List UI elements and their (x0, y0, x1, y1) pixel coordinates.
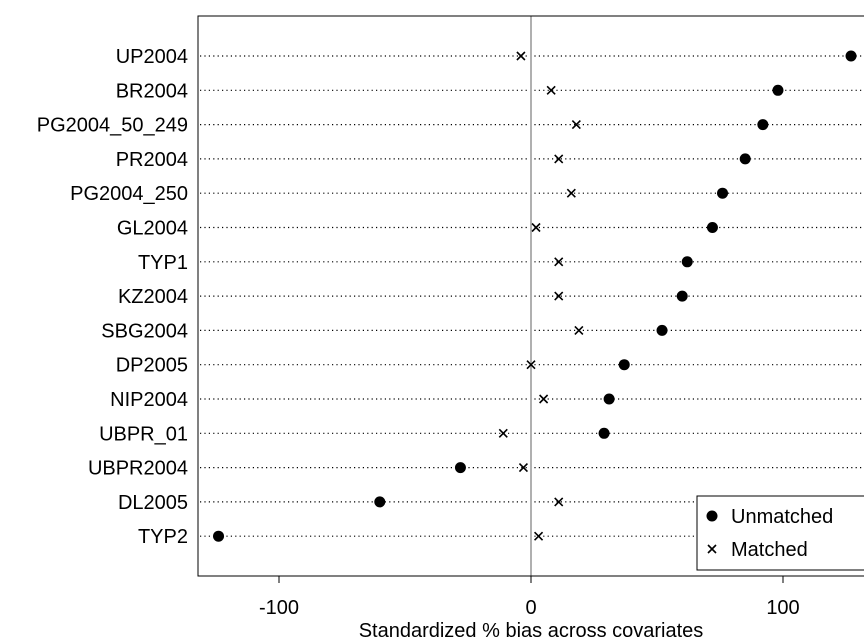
category-label: UBPR2004 (88, 458, 188, 480)
category-label: KZ2004 (118, 286, 188, 308)
category-label: PR2004 (116, 149, 188, 171)
matched-point (526, 360, 536, 370)
unmatched-point (772, 84, 784, 96)
matched-point (554, 154, 564, 164)
category-label: UP2004 (116, 46, 188, 68)
matched-point (546, 85, 556, 95)
legend: Unmatched Matched (696, 495, 864, 571)
legend-label-unmatched: Unmatched (731, 506, 833, 528)
matched-point (574, 325, 584, 335)
matched-point (516, 51, 526, 61)
category-label: BR2004 (116, 80, 188, 102)
matched-point (566, 188, 576, 198)
x-axis-title: Standardized % bias across covariates (359, 620, 704, 639)
matched-point (531, 222, 541, 233)
matched-point (554, 497, 564, 507)
legend-box (696, 495, 864, 571)
matched-point (533, 531, 544, 541)
unmatched-point (656, 324, 668, 336)
category-label: UBPR_01 (99, 423, 188, 445)
unmatched-point (706, 222, 718, 233)
category-label: TYP2 (138, 526, 188, 548)
unmatched-point (739, 153, 751, 165)
unmatched-point (618, 359, 630, 371)
unmatched-point (374, 496, 386, 508)
legend-marker-matched (707, 544, 717, 554)
unmatched-point (717, 187, 729, 199)
category-label: GL2004 (117, 218, 188, 240)
legend-marker-unmatched (706, 510, 718, 522)
category-label: SBG2004 (101, 320, 188, 342)
unmatched-point (757, 119, 769, 131)
legend-label-matched: Matched (731, 539, 808, 561)
category-label: TYP1 (138, 252, 188, 274)
matched-point (498, 428, 508, 438)
unmatched-point (603, 393, 615, 405)
unmatched-point (454, 462, 466, 474)
unmatched-point (845, 50, 857, 62)
matched-point (571, 120, 581, 130)
x-tick-label: 100 (766, 597, 799, 619)
matched-point (518, 463, 529, 473)
data-points (213, 50, 857, 542)
x-axis: -100 0 100 (259, 576, 800, 619)
matched-point (554, 257, 564, 267)
matched-point (554, 291, 564, 301)
plot-frame (197, 15, 864, 577)
unmatched-point (676, 290, 688, 302)
category-labels: UP2004 BR2004 PG2004_50_249 PR2004 PG2004_25… (37, 46, 188, 548)
unmatched-point (681, 256, 693, 268)
x-tick-label: 0 (525, 597, 536, 619)
category-label: PG2004_50_249 (37, 115, 188, 137)
category-label: PG2004_250 (70, 183, 188, 205)
legend-x-mark (707, 544, 717, 554)
unmatched-point (598, 427, 610, 439)
matched-point (539, 394, 549, 404)
category-label: DP2005 (116, 355, 188, 377)
x-tick-label: -100 (259, 597, 299, 619)
unmatched-point (213, 530, 225, 542)
category-label: NIP2004 (110, 389, 188, 411)
category-label: DL2005 (118, 492, 188, 514)
